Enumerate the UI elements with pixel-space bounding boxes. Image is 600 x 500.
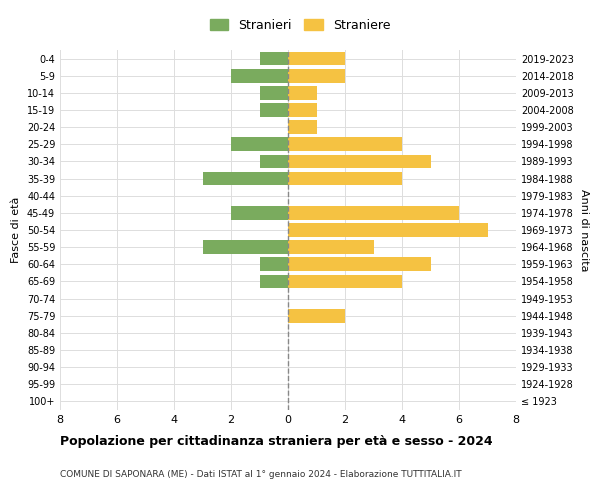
- Bar: [231, 69, 288, 82]
- Bar: [288, 206, 459, 220]
- Bar: [260, 258, 288, 271]
- Bar: [260, 86, 288, 100]
- Bar: [260, 103, 288, 117]
- Bar: [203, 240, 288, 254]
- Bar: [288, 120, 317, 134]
- Bar: [288, 274, 402, 288]
- Bar: [288, 172, 402, 185]
- Bar: [288, 86, 317, 100]
- Text: Popolazione per cittadinanza straniera per età e sesso - 2024: Popolazione per cittadinanza straniera p…: [60, 435, 493, 448]
- Bar: [231, 206, 288, 220]
- Bar: [260, 274, 288, 288]
- Bar: [260, 52, 288, 66]
- Text: COMUNE DI SAPONARA (ME) - Dati ISTAT al 1° gennaio 2024 - Elaborazione TUTTITALI: COMUNE DI SAPONARA (ME) - Dati ISTAT al …: [60, 470, 461, 479]
- Bar: [231, 138, 288, 151]
- Y-axis label: Anni di nascita: Anni di nascita: [579, 188, 589, 271]
- Bar: [288, 138, 402, 151]
- Bar: [288, 223, 487, 237]
- Bar: [260, 154, 288, 168]
- Bar: [288, 154, 431, 168]
- Bar: [288, 240, 373, 254]
- Bar: [288, 69, 345, 82]
- Legend: Stranieri, Straniere: Stranieri, Straniere: [205, 14, 395, 37]
- Bar: [288, 309, 345, 322]
- Y-axis label: Fasce di età: Fasce di età: [11, 197, 21, 263]
- Bar: [288, 52, 345, 66]
- Bar: [288, 258, 431, 271]
- Bar: [203, 172, 288, 185]
- Bar: [288, 103, 317, 117]
